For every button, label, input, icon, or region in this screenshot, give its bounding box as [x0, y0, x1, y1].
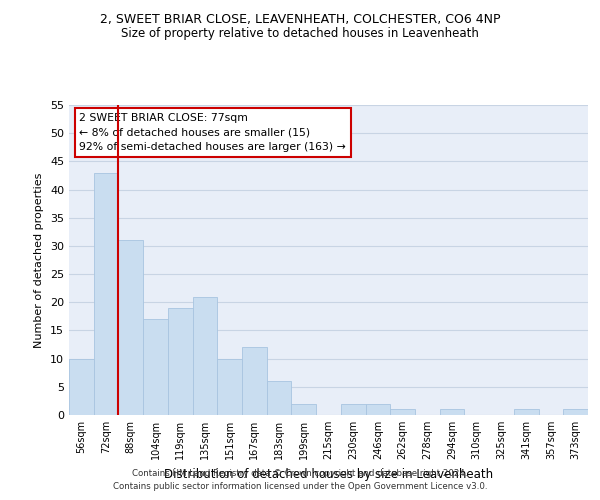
Bar — [143, 319, 168, 415]
Text: Size of property relative to detached houses in Leavenheath: Size of property relative to detached ho… — [121, 28, 479, 40]
Bar — [267, 381, 292, 415]
Text: Contains HM Land Registry data © Crown copyright and database right 2024.: Contains HM Land Registry data © Crown c… — [132, 468, 468, 477]
Bar — [440, 410, 464, 415]
Bar — [217, 358, 242, 415]
Bar — [563, 410, 588, 415]
Bar — [242, 348, 267, 415]
Y-axis label: Number of detached properties: Number of detached properties — [34, 172, 44, 348]
Bar — [341, 404, 365, 415]
Bar — [365, 404, 390, 415]
Bar — [94, 172, 118, 415]
Text: Contains public sector information licensed under the Open Government Licence v3: Contains public sector information licen… — [113, 482, 487, 491]
Bar — [514, 410, 539, 415]
X-axis label: Distribution of detached houses by size in Leavenheath: Distribution of detached houses by size … — [164, 468, 493, 480]
Bar — [118, 240, 143, 415]
Bar — [390, 410, 415, 415]
Bar — [292, 404, 316, 415]
Bar — [168, 308, 193, 415]
Bar — [193, 296, 217, 415]
Bar — [69, 358, 94, 415]
Text: 2 SWEET BRIAR CLOSE: 77sqm
← 8% of detached houses are smaller (15)
92% of semi-: 2 SWEET BRIAR CLOSE: 77sqm ← 8% of detac… — [79, 113, 346, 152]
Text: 2, SWEET BRIAR CLOSE, LEAVENHEATH, COLCHESTER, CO6 4NP: 2, SWEET BRIAR CLOSE, LEAVENHEATH, COLCH… — [100, 12, 500, 26]
